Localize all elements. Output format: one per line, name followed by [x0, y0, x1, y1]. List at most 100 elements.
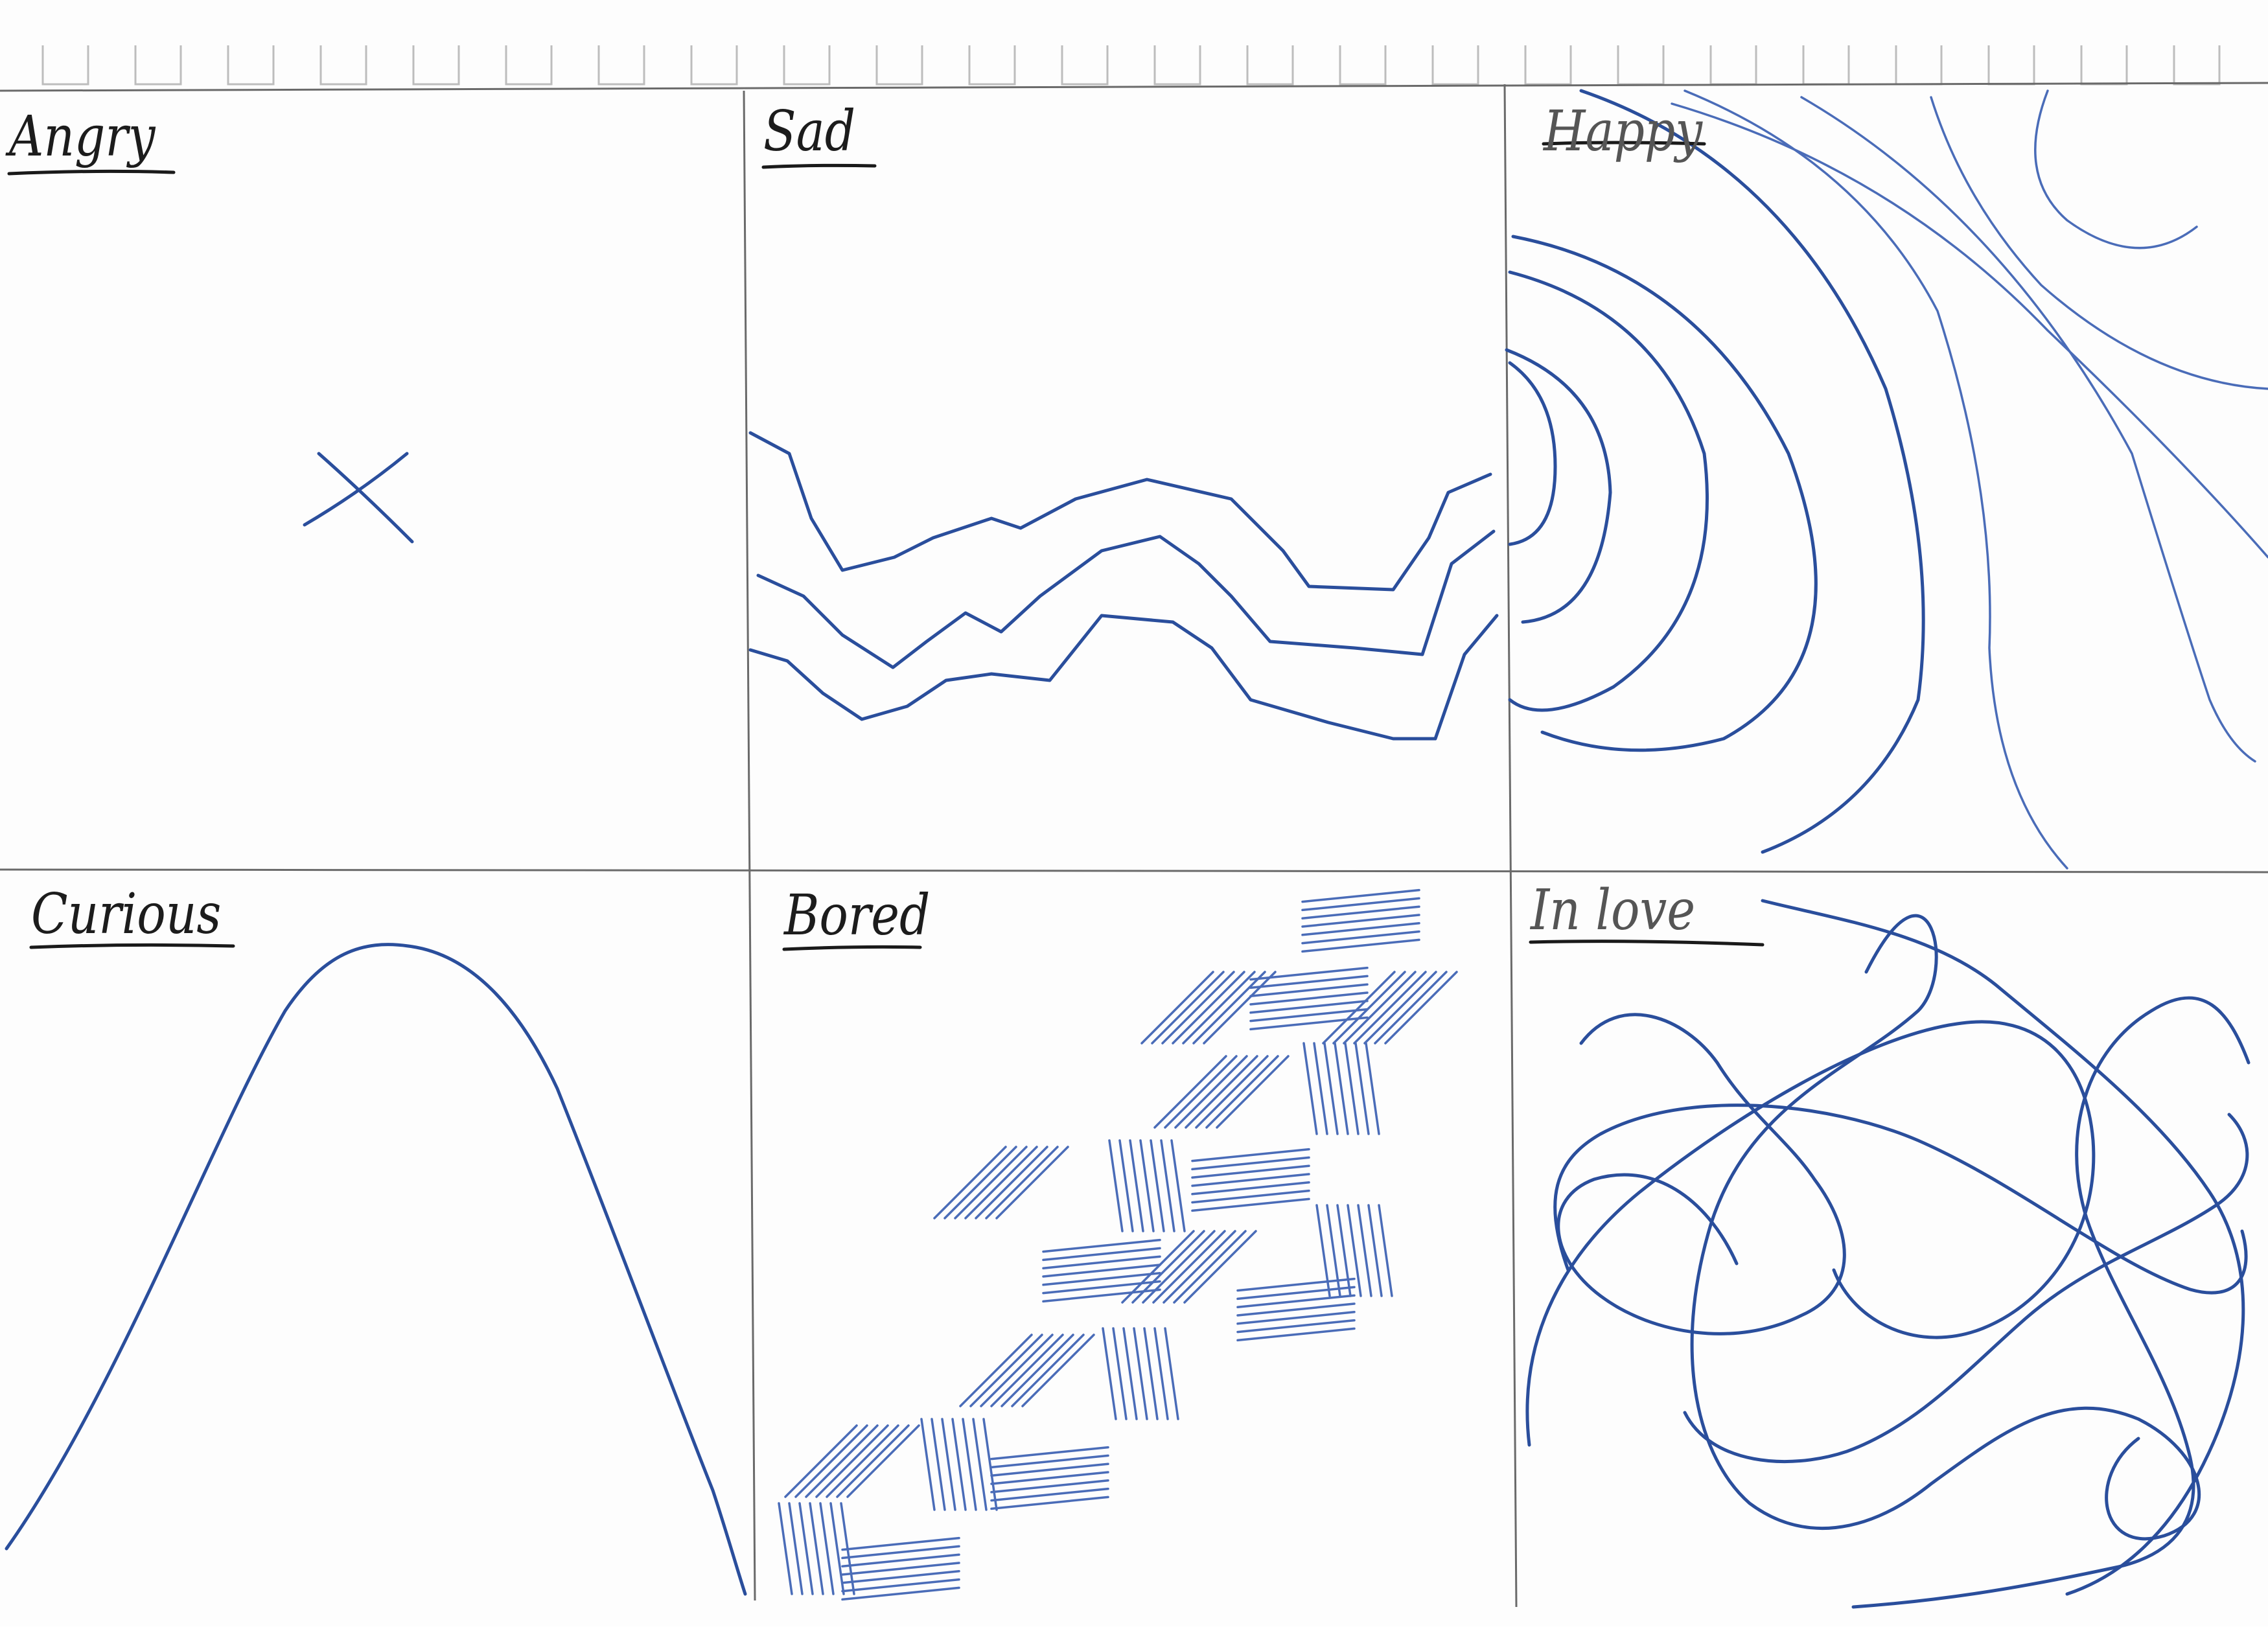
hatch-stroke [841, 1562, 960, 1576]
hatch-stroke [920, 1418, 936, 1511]
hatch-stroke [941, 1418, 956, 1511]
hatch-stroke [1160, 1139, 1175, 1232]
hatch-stroke [1353, 971, 1427, 1045]
hatch-stroke [1191, 1173, 1310, 1187]
hatch-stroke [1191, 1189, 1310, 1204]
hatch-stroke [1236, 1286, 1356, 1300]
binding-tab [690, 45, 738, 86]
binding-tab [597, 45, 645, 86]
hatch-stroke [1001, 1334, 1074, 1407]
hatch-stroke [1182, 971, 1256, 1045]
hatch-stroke [1153, 1327, 1169, 1420]
hatch-stroke [841, 1536, 960, 1551]
hatch-stroke [1131, 1230, 1205, 1304]
curious-underline [29, 943, 235, 949]
hatch-stroke [841, 1553, 960, 1567]
binding-tab [1617, 45, 1665, 86]
hatch-stroke [1170, 1139, 1186, 1232]
binding-tab [412, 45, 460, 86]
hatch-stroke [954, 1146, 1028, 1219]
hatch-stroke [990, 1446, 1109, 1461]
hatch-stroke [1118, 1139, 1134, 1232]
hatch-stroke [1122, 1327, 1138, 1420]
hatch-stroke [1323, 1042, 1339, 1135]
hatch-stroke [1354, 1042, 1370, 1135]
hatch-stroke [1301, 938, 1420, 953]
hatch-stroke [794, 1424, 868, 1498]
hatch-stroke [1313, 1042, 1328, 1135]
in-love-drawing [1525, 899, 2251, 1609]
hatch-stroke [1363, 971, 1437, 1045]
hatch-stroke [841, 1570, 960, 1584]
hatch-stroke [1153, 1055, 1227, 1129]
hatch-stroke [1367, 1204, 1383, 1297]
hatch-stroke [778, 1502, 793, 1595]
hatch-stroke [805, 1424, 879, 1498]
hatch-stroke [1236, 1319, 1356, 1334]
happy-curve-1 [1684, 89, 2068, 870]
hatch-stroke [969, 1334, 1043, 1407]
hatch-stroke [846, 1424, 920, 1498]
binding-tab [41, 45, 89, 86]
happy-curve-2 [1800, 96, 2256, 763]
hatch-stroke [1191, 1156, 1310, 1171]
hatch-stroke [1191, 1164, 1310, 1179]
hatch-stroke [1334, 1042, 1349, 1135]
binding-tab [1895, 45, 1943, 86]
hatch-stroke [819, 1502, 835, 1595]
hatch-stroke [1191, 1148, 1310, 1162]
hatch-stroke [959, 1334, 1033, 1407]
binding-tab [134, 45, 182, 86]
hatch-stroke [1301, 888, 1420, 903]
happy-arc-4 [1511, 235, 1818, 752]
hatch-stroke [1102, 1327, 1117, 1420]
binding-tab [505, 45, 553, 86]
hatch-stroke [1042, 1264, 1161, 1278]
binding-tab [1339, 45, 1387, 86]
in-love-scribble-6 [1851, 996, 2251, 1609]
in-love-scribble-1 [1690, 914, 2201, 1541]
hatch-stroke [1236, 1277, 1356, 1292]
panel-grid [0, 82, 2268, 1608]
grid-line-horizontal [0, 868, 2268, 873]
bored-underline [782, 945, 922, 951]
hatch-stroke [1301, 914, 1420, 928]
bored-drawing [778, 888, 1458, 1601]
hatch-stroke [1301, 905, 1420, 919]
bored-label: Bored [784, 883, 931, 948]
hatch-stroke [798, 1502, 814, 1595]
hatch-stroke [1011, 1334, 1085, 1407]
hatch-stroke [1172, 971, 1245, 1045]
hatch-stroke [1384, 971, 1458, 1045]
hatch-stroke [985, 1146, 1059, 1219]
angry-drawing [303, 452, 414, 544]
hatch-stroke [1195, 1055, 1269, 1129]
sad-line-bottom [748, 614, 1499, 741]
in-love-scribble-7 [1761, 899, 2245, 1596]
hatch-stroke [809, 1502, 824, 1595]
binding-tab [1153, 45, 1201, 86]
hatch-stroke [1143, 1327, 1159, 1420]
hatch-stroke [1151, 971, 1225, 1045]
hatch-stroke [1378, 1204, 1393, 1297]
hatch-stroke [1042, 1238, 1161, 1253]
hatch-stroke [964, 1146, 1038, 1219]
hatch-stroke [1249, 1008, 1369, 1022]
hatch-stroke [975, 1146, 1048, 1219]
hatch-stroke [980, 1334, 1054, 1407]
binding-tab [319, 45, 367, 86]
binding-tab [1987, 45, 2035, 86]
hatch-stroke [1203, 971, 1277, 1045]
sad-line-middle [756, 529, 1496, 669]
hatch-stroke [1164, 1055, 1238, 1129]
hatch-stroke [1205, 1055, 1279, 1129]
hatch-stroke [1301, 922, 1420, 936]
binding-tab [968, 45, 1016, 86]
happy-arc-1 [1508, 361, 1557, 546]
hatch-stroke [1042, 1272, 1161, 1286]
binding-tab [783, 45, 831, 86]
hatch-stroke [933, 1146, 1007, 1219]
hatch-stroke [1108, 1139, 1124, 1232]
